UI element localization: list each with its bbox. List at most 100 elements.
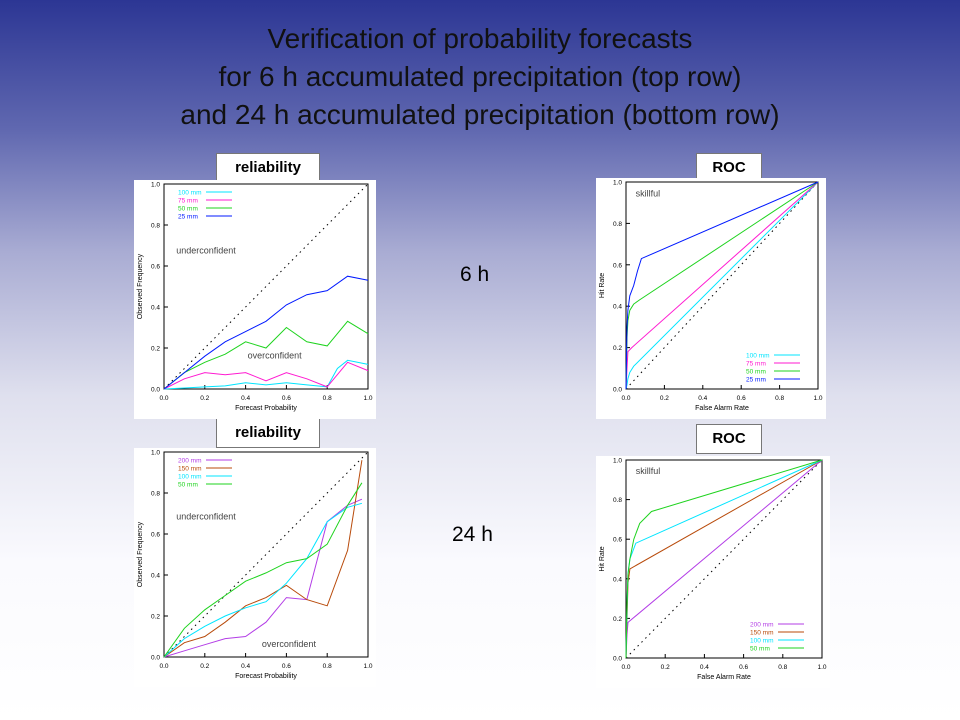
reliability-label-top: reliability [216,153,320,183]
annotation-underconfident: underconfident [176,512,236,522]
plot-background [134,180,376,419]
y-tick-label: 0.8 [151,491,160,498]
y-tick-label: 0.0 [613,387,622,394]
y-tick-label: 0.8 [613,221,622,228]
legend-label: 75 mm [178,198,198,205]
x-tick-label: 0.0 [159,663,168,670]
series-line-100-mm [163,502,363,658]
y-tick-label: 0.6 [613,537,622,544]
x-tick-label: 0.4 [700,664,709,671]
reliability-chart-6h: 0.0 0.2 0.4 0.6 0.8 1.0 0.0 0.2 0.4 0.6 0.8 1.0 Fore… [134,180,376,419]
title-line-3: and 24 h accumulated precipitation (bott… [180,99,780,130]
diagonal-reference-line [625,459,823,659]
y-tick-label: 0.6 [151,264,160,271]
y-tick-label: 0.4 [151,573,160,580]
y-tick-label: 0.2 [151,614,160,621]
legend-label: 100 mm [746,353,769,360]
x-tick-label: 0.6 [282,663,291,670]
legend-label: 200 mm [178,458,201,465]
x-tick-label: 1.0 [813,395,822,402]
y-tick-label: 0.2 [151,346,160,353]
x-axis-label: False Alarm Rate [695,405,749,412]
x-tick-label: 0.2 [200,395,209,402]
y-tick-label: 0.0 [151,655,160,662]
series-line-50-mm [163,482,363,658]
series-line-50-mm [625,459,823,659]
x-tick-label: 0.0 [621,664,630,671]
annotation-skillful: skillful [636,466,661,476]
page-title: Verification of probability forecasts fo… [0,20,960,134]
roc-label-bottom: ROC [696,424,762,454]
y-tick-label: 0.8 [613,497,622,504]
x-tick-label: 0.2 [660,395,669,402]
legend-label: 25 mm [746,377,766,384]
y-tick-label: 0.4 [151,305,160,312]
x-tick-label: 0.4 [698,395,707,402]
y-tick-label: 1.0 [613,180,622,187]
x-tick-label: 0.8 [775,395,784,402]
x-axis-label: Forecast Probability [235,673,297,680]
legend-label: 150 mm [750,630,773,637]
reliability-chart-24h: 0.0 0.2 0.4 0.6 0.8 1.0 0.0 0.2 0.4 0.6 0.8 1.0 Fore… [134,448,376,687]
series-line-50-mm [163,320,369,390]
plot-frame [625,459,823,659]
plot-frame [163,451,369,658]
y-axis-label: Observed Frequency [137,521,144,587]
y-tick-label: 0.0 [151,387,160,394]
x-tick-label: 0.6 [282,395,291,402]
y-axis-label: Observed Frequency [137,253,144,319]
plot-frame [163,183,369,390]
series-line-100-mm [625,181,819,390]
legend-label: 50 mm [178,206,198,213]
x-tick-label: 0.8 [323,395,332,402]
y-axis-label: Hit Rate [599,273,606,298]
plot-frame [625,181,819,390]
legend-label: 50 mm [178,482,198,489]
reliability-label-bottom: reliability [216,418,320,448]
series-line-25-mm [625,181,819,390]
series-line-150-mm [163,460,363,658]
y-tick-label: 1.0 [613,458,622,465]
legend-label: 200 mm [750,622,773,629]
y-tick-label: 0.2 [613,616,622,623]
series-line-75-mm [163,361,369,390]
y-tick-label: 1.0 [151,450,160,457]
legend-label: 150 mm [178,466,201,473]
title-line-1: Verification of probability forecasts [267,23,693,54]
series-line-200-mm [163,498,363,658]
x-tick-label: 0.2 [661,664,670,671]
annotation-overconfident: overconfident [248,350,303,360]
plot-background [596,178,826,419]
annotation-skillful: skillful [636,188,661,198]
roc-chart-24h: 0.0 0.2 0.4 0.6 0.8 1.0 0.0 0.2 0.4 0.6 0.8 1.0 Fals… [596,456,830,688]
x-axis-label: False Alarm Rate [697,674,751,681]
row-label-6h: 6 h [460,263,490,286]
legend-label: 50 mm [750,646,770,653]
x-tick-label: 1.0 [363,395,372,402]
legend-label: 100 mm [178,190,201,197]
annotation-underconfident: underconfident [176,246,236,256]
x-tick-label: 0.4 [241,663,250,670]
title-line-2: for 6 h accumulated precipitation (top r… [218,61,742,92]
legend-label: 25 mm [178,214,198,221]
x-axis-label: Forecast Probability [235,405,297,412]
y-tick-label: 0.4 [613,304,622,311]
y-tick-label: 0.6 [613,262,622,269]
y-tick-label: 0.0 [613,656,622,663]
x-tick-label: 0.0 [159,395,168,402]
annotation-overconfident: overconfident [262,639,317,649]
x-tick-label: 1.0 [363,663,372,670]
x-tick-label: 0.2 [200,663,209,670]
legend-label: 75 mm [746,361,766,368]
y-axis-label: Hit Rate [599,546,606,571]
row-label-24h: 24 h [452,523,493,546]
y-tick-label: 0.6 [151,532,160,539]
x-tick-label: 0.6 [739,664,748,671]
series-line-100-mm [163,359,369,390]
roc-chart-6h: 0.0 0.2 0.4 0.6 0.8 1.0 0.0 0.2 0.4 0.6 0.8 1.0 Fals… [596,178,826,419]
x-tick-label: 1.0 [817,664,826,671]
x-tick-label: 0.6 [737,395,746,402]
x-tick-label: 0.8 [323,663,332,670]
y-tick-label: 0.2 [613,345,622,352]
legend-label: 100 mm [178,474,201,481]
